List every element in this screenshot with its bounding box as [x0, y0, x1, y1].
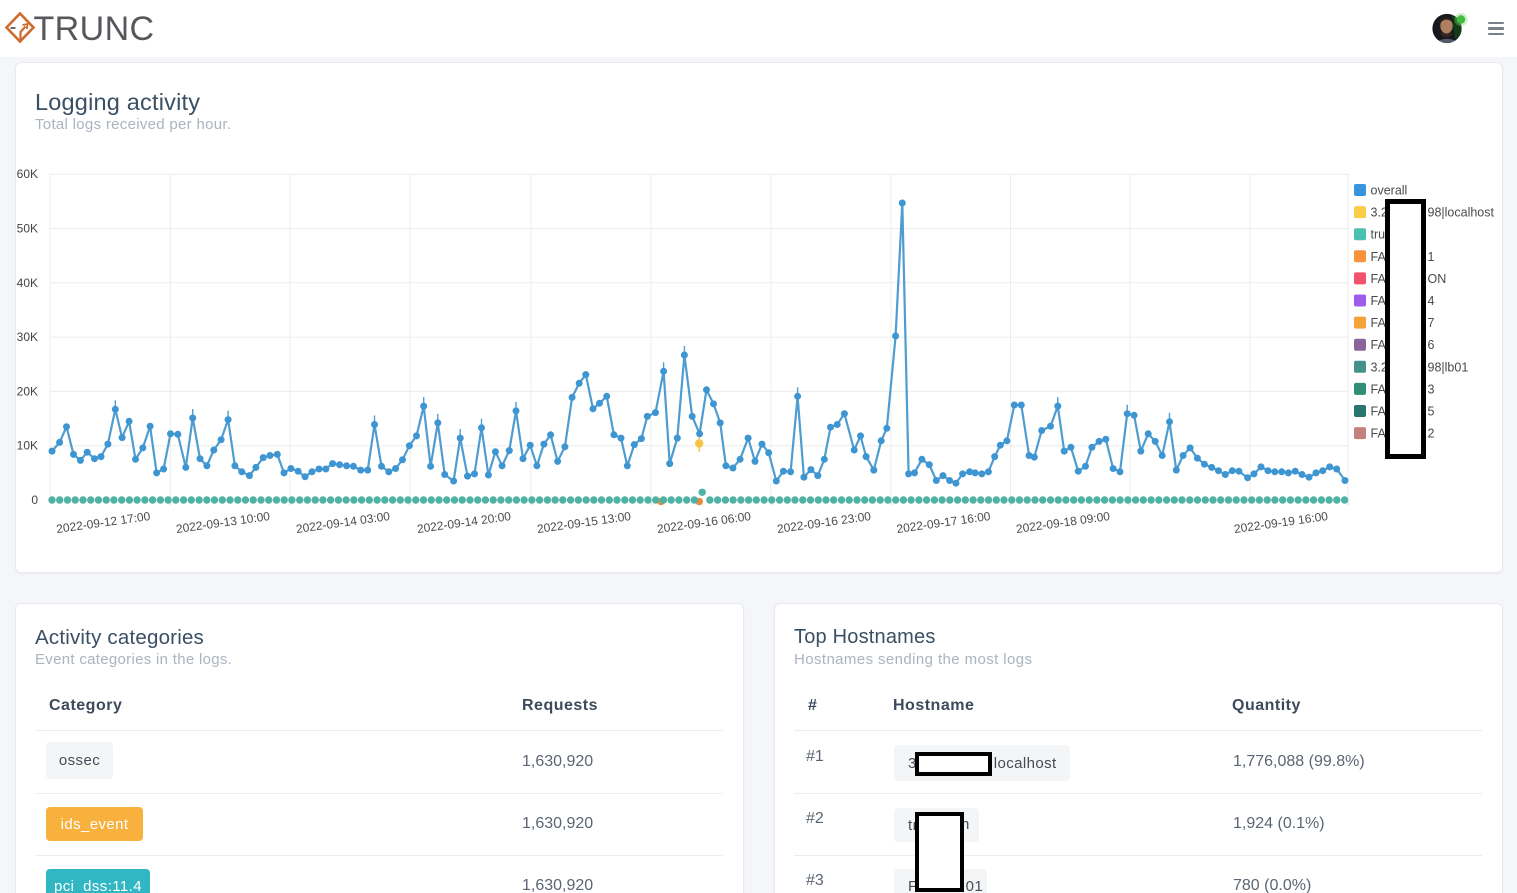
svg-text:3.2: 3.2: [1371, 206, 1388, 220]
svg-text:3.2: 3.2: [1371, 360, 1388, 374]
svg-text:98|localhost: 98|localhost: [1428, 206, 1495, 220]
svg-text:2022-09-14 20:00: 2022-09-14 20:00: [416, 509, 512, 536]
svg-text:2022-09-14 03:00: 2022-09-14 03:00: [295, 509, 391, 536]
svg-text:FA: FA: [1371, 405, 1387, 419]
svg-text:FA: FA: [1371, 427, 1387, 441]
svg-text:50K: 50K: [17, 222, 38, 236]
svg-text:overall: overall: [1371, 184, 1408, 198]
svg-text:ON: ON: [1428, 272, 1447, 286]
svg-text:20K: 20K: [17, 384, 38, 398]
svg-text:2022-09-19 16:00: 2022-09-19 16:00: [1233, 509, 1329, 536]
svg-text:FA: FA: [1371, 338, 1387, 352]
svg-text:0: 0: [31, 493, 38, 507]
svg-text:2022-09-16 23:00: 2022-09-16 23:00: [776, 509, 872, 536]
svg-text:98|lb01: 98|lb01: [1428, 360, 1469, 374]
svg-text:tru: tru: [1371, 228, 1386, 242]
svg-text:5: 5: [1428, 405, 1435, 419]
svg-text:2022-09-18 09:00: 2022-09-18 09:00: [1015, 509, 1111, 536]
svg-text:2022-09-13 10:00: 2022-09-13 10:00: [175, 509, 271, 536]
svg-text:2022-09-17 16:00: 2022-09-17 16:00: [896, 509, 992, 536]
svg-text:2022-09-16 06:00: 2022-09-16 06:00: [656, 509, 752, 536]
svg-text:60K: 60K: [17, 167, 38, 181]
svg-text:2022-09-15 13:00: 2022-09-15 13:00: [536, 509, 632, 536]
svg-text:40K: 40K: [17, 276, 38, 290]
svg-text:FA: FA: [1371, 382, 1387, 396]
svg-text:3: 3: [1428, 382, 1435, 396]
svg-text:2: 2: [1428, 427, 1435, 441]
svg-text:FA: FA: [1371, 316, 1387, 330]
svg-text:7: 7: [1428, 316, 1435, 330]
svg-text:FA: FA: [1371, 250, 1387, 264]
svg-text:TRUNC: TRUNC: [34, 10, 155, 48]
svg-text:10K: 10K: [17, 439, 38, 453]
svg-text:FA: FA: [1371, 272, 1387, 286]
svg-text:1: 1: [1428, 250, 1435, 264]
svg-text:30K: 30K: [17, 330, 38, 344]
svg-text:2022-09-12 17:00: 2022-09-12 17:00: [55, 509, 151, 536]
svg-text:FA: FA: [1371, 294, 1387, 308]
svg-text:4: 4: [1428, 294, 1435, 308]
svg-text:6: 6: [1428, 338, 1435, 352]
